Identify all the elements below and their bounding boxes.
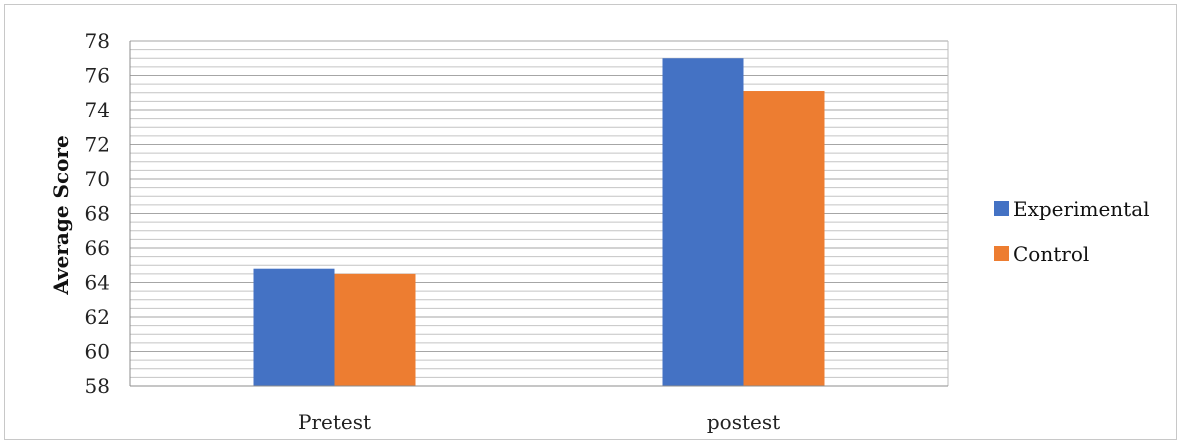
x-tick-labels: Pretest postest bbox=[298, 410, 780, 434]
y-tick-labels: 58 60 62 64 66 68 70 72 74 76 78 bbox=[85, 29, 110, 398]
legend-swatch bbox=[994, 246, 1009, 261]
y-tick-label: 58 bbox=[85, 374, 110, 398]
y-axis-label: Average Score bbox=[49, 135, 73, 295]
y-tick-label: 60 bbox=[85, 340, 110, 364]
y-tick-label: 70 bbox=[85, 167, 110, 191]
y-tick-label: 66 bbox=[85, 236, 110, 260]
bar-experimental-postest bbox=[662, 58, 744, 386]
legend-label: Experimental bbox=[1013, 197, 1150, 221]
x-tick-label: Pretest bbox=[298, 410, 371, 434]
y-tick-label: 64 bbox=[85, 271, 110, 295]
y-tick-label: 74 bbox=[85, 98, 110, 122]
bars bbox=[253, 58, 825, 387]
bar-control-pretest bbox=[334, 273, 416, 386]
axes bbox=[129, 41, 949, 387]
bar-control-postest bbox=[743, 91, 825, 387]
y-tick-label: 72 bbox=[85, 133, 110, 157]
bar-experimental-pretest bbox=[253, 268, 335, 386]
y-tick-label: 76 bbox=[85, 64, 110, 88]
y-tick-label: 78 bbox=[85, 29, 110, 53]
legend-label: Control bbox=[1013, 242, 1089, 266]
legend-swatch bbox=[994, 201, 1009, 216]
gridlines bbox=[130, 40, 948, 387]
y-tick-label: 62 bbox=[85, 305, 110, 329]
legend: Experimental Control bbox=[994, 197, 1150, 266]
x-tick-label: postest bbox=[707, 410, 780, 434]
y-tick-label: 68 bbox=[85, 202, 110, 226]
